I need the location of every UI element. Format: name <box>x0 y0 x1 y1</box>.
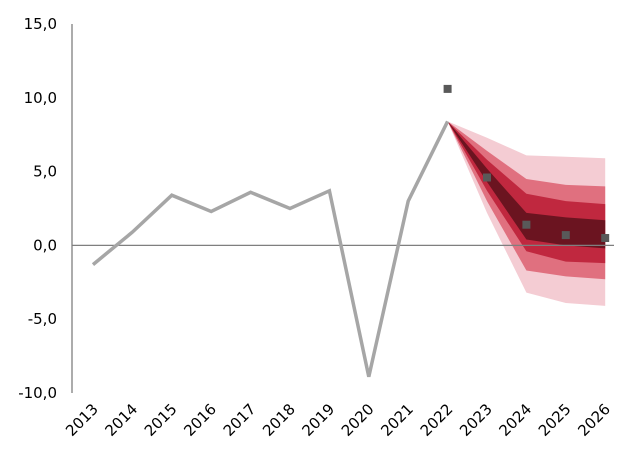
history-line <box>91 120 450 378</box>
y-tick-label: 15,0 <box>24 15 57 33</box>
y-tick-label: -10,0 <box>18 384 57 402</box>
data-point <box>483 173 491 182</box>
data-point <box>522 220 531 229</box>
y-tick-label: 10,0 <box>24 89 57 107</box>
data-point <box>561 231 570 240</box>
x-tick-label: 2015 <box>141 400 181 440</box>
x-tick-label: 2022 <box>417 400 457 440</box>
x-tick-label: 2013 <box>62 400 102 440</box>
data-point <box>443 84 452 93</box>
point-series <box>443 84 610 242</box>
y-tick-label: 5,0 <box>33 163 57 181</box>
data-point <box>601 234 610 242</box>
y-tick-labels: 15,0 10,0 5,0 0,0 -5,0 -10,0 <box>18 15 57 402</box>
forecast-bands <box>447 121 606 306</box>
x-tick-label: 2019 <box>298 400 338 440</box>
x-tick-label: 2023 <box>456 400 496 440</box>
x-tick-label: 2026 <box>574 400 614 440</box>
x-tick-label: 2016 <box>180 400 220 440</box>
x-tick-label: 2024 <box>495 400 535 440</box>
x-tick-label: 2021 <box>377 400 417 440</box>
y-tick-label: 0,0 <box>33 236 57 254</box>
x-tick-labels: 2013 2014 2015 2016 2017 2018 2019 2020 2021 2022… <box>62 400 614 440</box>
x-tick-label: 2014 <box>101 400 141 440</box>
x-tick-label: 2018 <box>259 400 299 440</box>
history-series <box>91 120 450 378</box>
x-tick-label: 2020 <box>338 400 378 440</box>
x-tick-label: 2017 <box>220 400 260 440</box>
y-tick-label: -5,0 <box>28 310 57 328</box>
x-tick-label: 2025 <box>535 400 575 440</box>
